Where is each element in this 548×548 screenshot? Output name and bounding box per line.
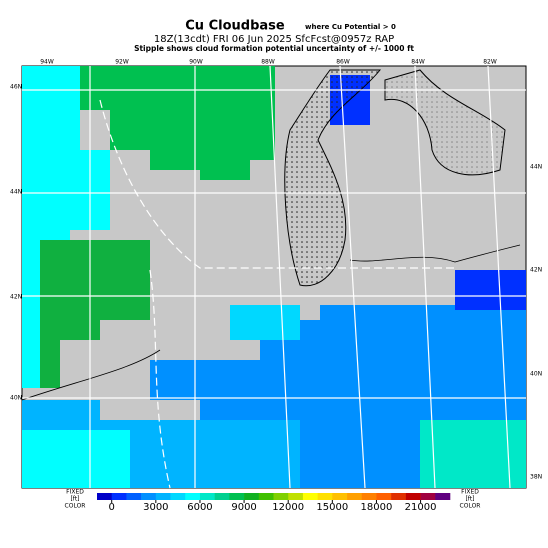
region-green (40, 240, 150, 388)
colorbar-swatch (376, 493, 392, 500)
lat-label: 44N (530, 164, 542, 171)
region-cyan (230, 305, 300, 340)
colorbar-side-label: FIXED (66, 489, 84, 496)
colorbar-swatch (361, 493, 377, 500)
lake-michigan (284, 69, 382, 287)
colorbar-swatch (141, 493, 157, 500)
map (21, 65, 527, 489)
lon-label: 82W (483, 59, 497, 66)
colorbar-swatch (347, 493, 363, 500)
lon-label: 86W (336, 59, 350, 66)
colorbar-side-label: COLOR (460, 503, 481, 510)
colorbar-side-label: [ft] (465, 496, 474, 503)
colorbar-swatch (244, 493, 260, 500)
colorbar-label: 0 (109, 502, 115, 513)
colorbar-swatch (288, 493, 304, 500)
lon-label: 92W (115, 59, 129, 66)
lat-label: 42N (530, 267, 542, 274)
colorbar-label: 9000 (231, 502, 256, 513)
region-cyan (22, 430, 130, 488)
colorbar-swatch (155, 493, 171, 500)
title-note: where Cu Potential > 0 (305, 23, 396, 31)
lat-label: 38N (530, 474, 542, 481)
note: Stipple shows cloud formation potential … (134, 44, 414, 53)
lat-label: 42N (10, 294, 22, 301)
colorbar-swatch (258, 493, 274, 500)
lat-label: 40N (530, 371, 542, 378)
lon-label: 90W (189, 59, 203, 66)
subtitle: 18Z(13cdt) FRI 06 Jun 2025 SfcFcst@0957z… (154, 34, 394, 45)
colorbar-swatch (97, 493, 113, 500)
colorbar-swatch (126, 493, 142, 500)
colorbar-label: 12000 (272, 502, 304, 513)
colorbar-side-label: FIXED (461, 489, 479, 496)
lon-label: 84W (411, 59, 425, 66)
title: Cu Cloudbase (185, 19, 285, 34)
lat-label: 46N (10, 84, 22, 91)
colorbar-label: 6000 (187, 502, 212, 513)
lake-huron (384, 69, 506, 176)
colorbar-swatch (214, 493, 230, 500)
colorbar-swatch (199, 493, 215, 500)
colorbar-swatch (435, 493, 451, 500)
colorbar-label: 21000 (405, 502, 437, 513)
colorbar-label: 3000 (143, 502, 168, 513)
lon-label: 88W (261, 59, 275, 66)
colorbar-swatch (111, 493, 127, 500)
colorbar-swatch (273, 493, 289, 500)
region-green (80, 66, 275, 180)
colorbar-swatch (317, 493, 333, 500)
lat-label: 44N (10, 189, 22, 196)
colorbar-swatch (302, 493, 318, 500)
colorbar-swatch (185, 493, 201, 500)
colorbar-label: 15000 (316, 502, 348, 513)
colorbar-swatch (391, 493, 407, 500)
region-darkblue (455, 270, 526, 310)
colorbar-side-label: COLOR (65, 503, 86, 510)
lon-label: 94W (40, 59, 54, 66)
boundaries (22, 65, 526, 489)
colorbar-side-label: [ft] (70, 496, 79, 503)
colorbar-swatch (229, 493, 245, 500)
colorbar-swatch (420, 493, 436, 500)
colorbar-swatch (405, 493, 421, 500)
lat-label: 40N (10, 395, 22, 402)
region-teal (420, 420, 526, 488)
colorbar-swatch (332, 493, 348, 500)
colorbar-label: 18000 (361, 502, 393, 513)
colorbar-swatch (170, 493, 186, 500)
contour (21, 244, 521, 401)
